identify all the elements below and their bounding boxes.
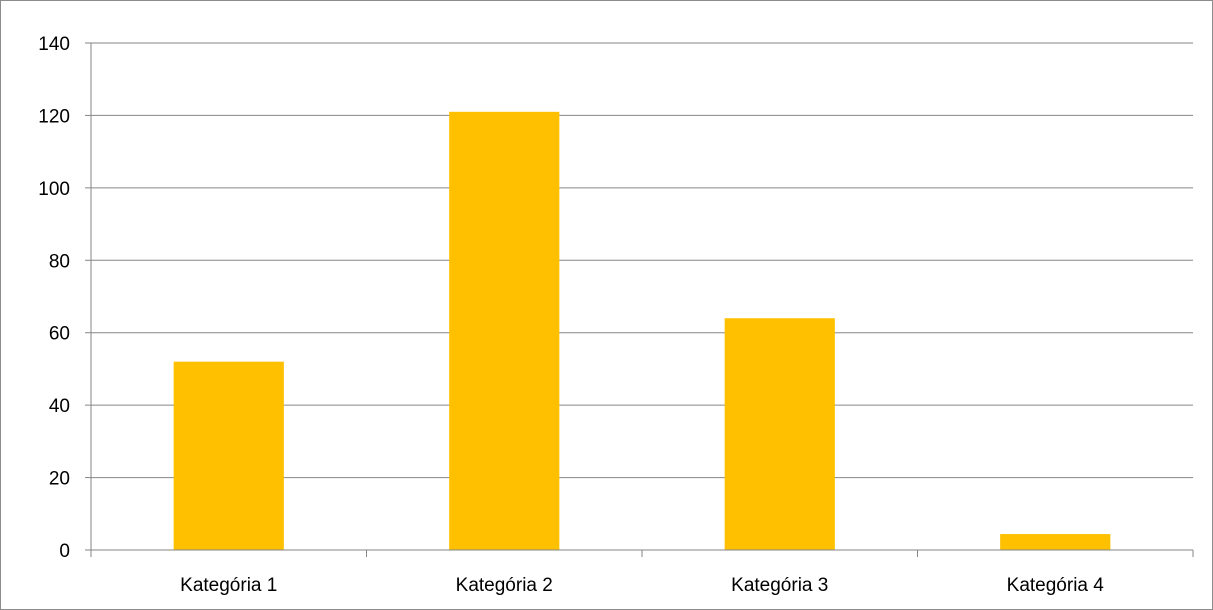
x-category-label: Kategória 3: [731, 575, 828, 596]
y-tick-label: 0: [59, 541, 70, 562]
labels: 0 20 40 60 80 100 120 140 Kategória 1 Kategória 2…: [38, 34, 1104, 596]
bars: [173, 111, 1111, 551]
y-tick-label: 140: [38, 34, 70, 55]
bar-1: [173, 361, 284, 550]
bar-3: [724, 318, 835, 550]
y-tick-label: 40: [49, 396, 70, 417]
y-tick-label: 100: [38, 179, 70, 200]
y-tick-label: 120: [38, 106, 70, 127]
y-tick-label: 60: [49, 324, 70, 345]
bar-2: [449, 111, 560, 551]
x-category-label: Kategória 2: [456, 575, 553, 596]
x-category-label: Kategória 4: [1007, 575, 1105, 596]
bar-4: [1000, 534, 1111, 550]
x-category-label: Kategória 1: [180, 575, 277, 596]
axes: [85, 42, 1194, 557]
y-tick-label: 80: [49, 251, 70, 272]
y-tick-label: 20: [49, 469, 70, 490]
